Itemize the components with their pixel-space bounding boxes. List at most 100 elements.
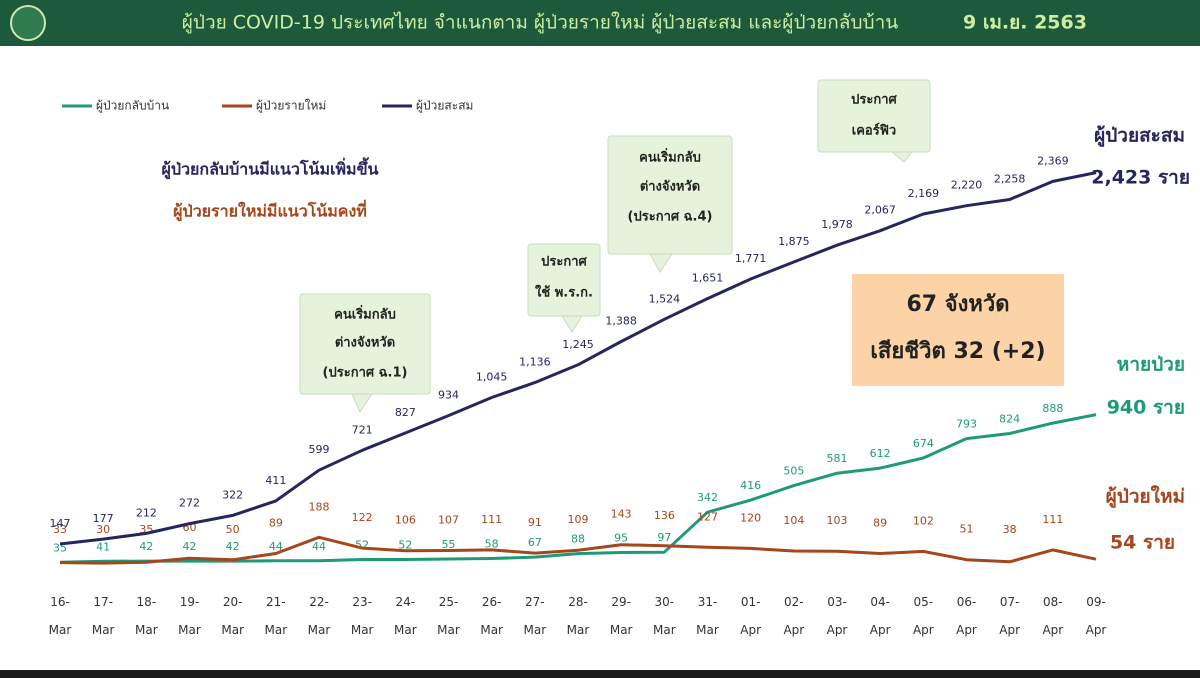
value-label: 1,045 <box>476 370 508 383</box>
value-label: 42 <box>139 540 153 553</box>
x-tick-part: Mar <box>308 623 331 637</box>
x-tick-label: 28- Mar <box>567 595 590 637</box>
x-tick-part: Mar <box>567 623 590 637</box>
x-tick-part: 26- <box>482 595 502 609</box>
x-tick-part: 19- <box>180 595 200 609</box>
callout-text: ต่างจังหวัด <box>640 180 700 195</box>
callout: ประกาศ เคอร์ฟิว <box>817 79 931 163</box>
x-tick-label: 21- Mar <box>265 595 288 637</box>
x-tick-label: 01- Apr <box>740 595 761 637</box>
summary-box: 67 จังหวัด เสียชีวิต 32 (+2) <box>852 274 1064 386</box>
value-label: 674 <box>913 437 934 450</box>
value-label: 2,169 <box>908 187 940 200</box>
value-label: 1,524 <box>649 292 681 305</box>
x-tick-label: 19- Mar <box>178 595 201 637</box>
x-tick-part: 20- <box>223 595 243 609</box>
value-label: 934 <box>438 389 459 402</box>
value-label: 33 <box>53 523 67 536</box>
x-tick-part: Mar <box>178 623 201 637</box>
x-tick-part: 30- <box>655 595 675 609</box>
x-tick-part: 29- <box>611 595 631 609</box>
value-label: 2,220 <box>951 179 983 192</box>
summary-text: 67 จังหวัด <box>906 292 1009 317</box>
x-tick-label: 18- Mar <box>135 595 158 637</box>
x-tick-part: Apr <box>999 623 1020 637</box>
x-tick-part: 04- <box>870 595 890 609</box>
value-label: 42 <box>183 540 197 553</box>
end-label: 54 ราย <box>1110 532 1175 554</box>
x-tick-part: Mar <box>696 623 719 637</box>
legend-label: ผู้ป่วยสะสม <box>416 99 473 114</box>
value-label: 111 <box>481 513 502 526</box>
x-tick-label: 17- Mar <box>92 595 115 637</box>
x-tick-part: 27- <box>525 595 545 609</box>
value-label: 1,875 <box>778 235 810 248</box>
value-label: 147 <box>50 517 71 530</box>
x-tick-part: 08- <box>1043 595 1063 609</box>
x-tick-label: 27- Mar <box>524 595 547 637</box>
x-tick-part: Mar <box>265 623 288 637</box>
x-tick-part: 22- <box>309 595 329 609</box>
value-label: 120 <box>740 511 761 524</box>
x-tick-part: 07- <box>1000 595 1020 609</box>
value-label: 212 <box>136 506 157 519</box>
value-label: 581 <box>827 452 848 465</box>
value-label: 67 <box>528 536 542 549</box>
x-tick-part: Mar <box>351 623 374 637</box>
value-label: 51 <box>960 523 974 536</box>
legend-label: ผู้ป่วยกลับบ้าน <box>96 99 169 114</box>
value-label: 1,978 <box>821 218 853 231</box>
value-label: 416 <box>740 479 761 492</box>
x-tick-part: 17- <box>93 595 113 609</box>
summary-bg <box>852 274 1064 386</box>
value-label: 322 <box>222 488 243 501</box>
callout: ประกาศ ใช้ พ.ร.ก. <box>527 243 601 333</box>
value-label: 505 <box>783 465 804 478</box>
value-label: 44 <box>269 540 283 553</box>
x-tick-part: Apr <box>827 623 848 637</box>
value-label: 50 <box>226 523 240 536</box>
legend-label: ผู้ป่วยรายใหม่ <box>256 99 326 114</box>
callout-text: คนเริ่มกลับ <box>334 305 396 323</box>
value-label: 102 <box>913 514 934 527</box>
x-tick-label: 25- Mar <box>437 595 460 637</box>
x-tick-part: Mar <box>221 623 244 637</box>
value-label: 827 <box>395 406 416 419</box>
x-tick-label: 30- Mar <box>653 595 676 637</box>
value-label: 1,388 <box>605 314 637 327</box>
value-label: 89 <box>873 516 887 529</box>
callout-text: คนเริ่มกลับ <box>639 148 701 166</box>
value-label: 888 <box>1042 402 1063 415</box>
end-label: ผู้ป่วยใหม่ <box>1106 485 1185 509</box>
callout: คนเริ่มกลับ ต่างจังหวัด (ประกาศ ฉ.4) <box>607 135 733 273</box>
callout-text: ประกาศ <box>851 93 897 108</box>
x-tick-part: 23- <box>352 595 372 609</box>
callout: คนเริ่มกลับ ต่างจังหวัด (ประกาศ ฉ.1) <box>299 293 431 414</box>
value-label: 1,651 <box>692 272 724 285</box>
x-tick-part: 31- <box>698 595 718 609</box>
x-tick-part: Mar <box>135 623 158 637</box>
value-label: 30 <box>96 523 110 536</box>
value-label: 122 <box>352 511 373 524</box>
callout-text: ต่างจังหวัด <box>335 336 395 351</box>
value-label: 2,369 <box>1037 154 1069 167</box>
callout-text: ประกาศ <box>541 255 587 270</box>
header-bar <box>0 0 1200 46</box>
value-label: 52 <box>398 539 412 552</box>
x-tick-label: 26- Mar <box>480 595 503 637</box>
value-label: 1,136 <box>519 356 551 369</box>
value-label: 107 <box>438 514 459 527</box>
header-title: ผู้ป่วย COVID-19 ประเทศไทย จำแนกตาม ผู้ป… <box>182 12 898 34</box>
callout-text: (ประกาศ ฉ.1) <box>323 366 408 381</box>
x-tick-part: 28- <box>568 595 588 609</box>
x-tick-part: 09- <box>1086 595 1106 609</box>
x-tick-part: 06- <box>957 595 977 609</box>
value-label: 136 <box>654 509 675 522</box>
value-label: 2,258 <box>994 172 1026 185</box>
value-label: 41 <box>96 540 110 553</box>
callout-text: เคอร์ฟิว <box>852 123 896 139</box>
value-label: 612 <box>870 447 891 460</box>
value-label: 793 <box>956 418 977 431</box>
x-tick-label: 20- Mar <box>221 595 244 637</box>
